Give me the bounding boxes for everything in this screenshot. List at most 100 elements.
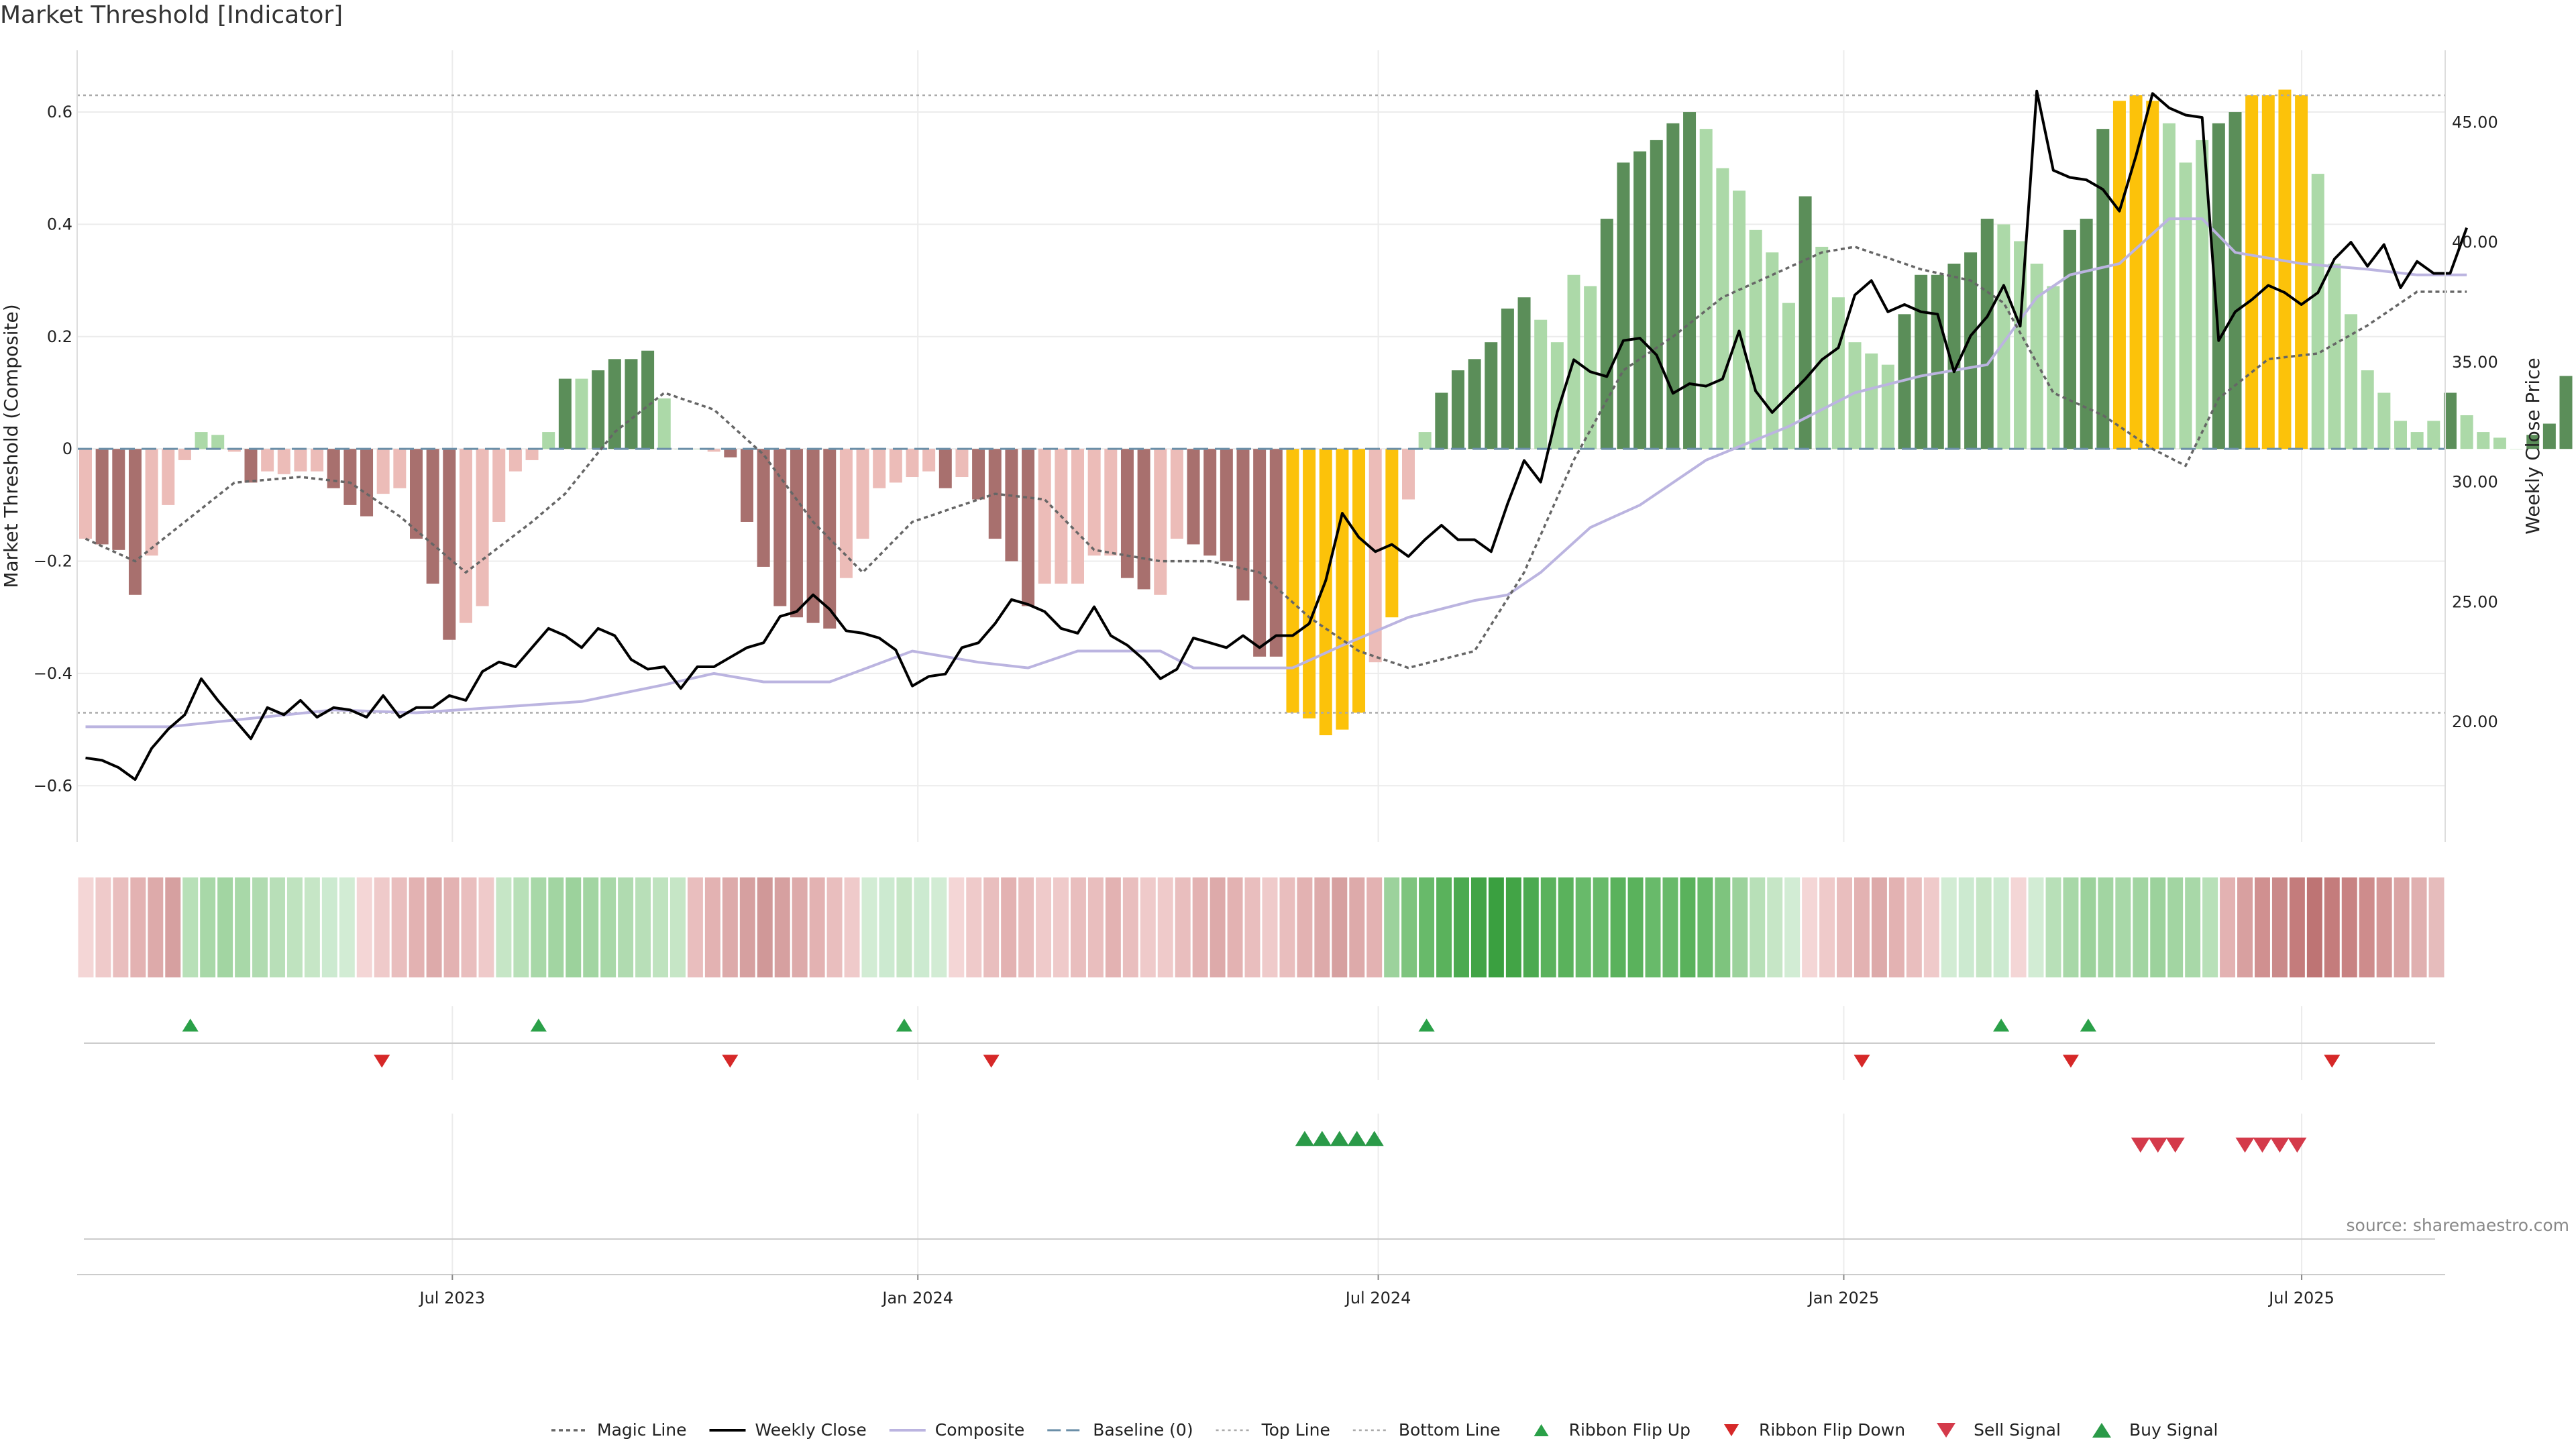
legend-label: Buy Signal — [2129, 1420, 2218, 1440]
composite-bar — [1038, 449, 1051, 584]
composite-bar — [1534, 319, 1548, 449]
ribbon-flip-up-marker — [182, 1018, 199, 1032]
composite-bar — [2394, 421, 2407, 449]
ribbon-cell — [1366, 877, 1383, 977]
composite-bar — [1881, 364, 1894, 449]
composite-bar — [575, 378, 588, 449]
composite-bar — [741, 449, 753, 522]
composite-bar — [1915, 274, 1928, 449]
composite-bar — [79, 449, 92, 539]
ribbon-cell — [2289, 877, 2305, 977]
composite-bar — [476, 449, 489, 606]
ribbon-cell — [148, 877, 164, 977]
signal-markers — [84, 1018, 2435, 1240]
composite-bar — [1749, 229, 1762, 449]
composite-bar — [2295, 95, 2308, 449]
composite-bar — [889, 449, 902, 483]
ribbon-cell — [1645, 877, 1661, 977]
ribbon-cell — [1732, 877, 1748, 977]
composite-bar — [839, 449, 853, 578]
y-tick-label: −0.4 — [34, 664, 72, 683]
composite-bar — [343, 449, 357, 505]
composite-bar — [724, 449, 737, 458]
ribbon-cell — [1192, 877, 1208, 977]
legend-item-bottom: Bottom Line — [1352, 1420, 1501, 1440]
composite-bar — [327, 449, 340, 488]
composite-bar — [1733, 191, 1746, 449]
composite-bar — [2460, 415, 2473, 449]
ribbon-cell — [2359, 877, 2375, 977]
ribbon-cell — [1018, 877, 1034, 977]
legend-swatch — [1534, 1424, 1549, 1436]
composite-bar — [2328, 264, 2341, 449]
ribbon-cell — [879, 877, 895, 977]
ribbon-cell — [2010, 877, 2027, 977]
composite-bar — [2542, 423, 2556, 449]
ribbon-cell — [1070, 877, 1086, 977]
composite-bar — [443, 449, 456, 640]
composite-bar — [2196, 140, 2209, 449]
ribbon-cell — [1140, 877, 1156, 977]
composite-bar — [1120, 449, 1134, 578]
composite-bar — [2493, 437, 2506, 449]
composite-bar — [906, 449, 919, 478]
x-tick-label: Jan 2024 — [881, 1289, 953, 1307]
composite-bar — [2229, 112, 2242, 449]
legend-label: Ribbon Flip Up — [1569, 1420, 1690, 1440]
ribbon-cell — [478, 877, 494, 977]
composite-bar — [1368, 449, 1382, 663]
ribbon-cell — [1157, 877, 1173, 977]
ribbon-cell — [1470, 877, 1487, 977]
composite-bar — [1964, 252, 1978, 449]
composite-bar — [1336, 449, 1349, 730]
ribbon-cell — [566, 877, 582, 977]
ribbon-cell — [1888, 877, 1904, 977]
ribbon-cell — [600, 877, 616, 977]
ribbon-cell — [2063, 877, 2079, 977]
ribbon-flip-up-marker — [530, 1018, 547, 1032]
ribbon-cell — [1558, 877, 1574, 977]
composite-bar — [1170, 449, 1183, 539]
ribbon-cell — [1488, 877, 1504, 977]
ribbon-cell — [2271, 877, 2288, 977]
composite-bar — [1303, 449, 1316, 718]
composite-bar — [856, 449, 869, 539]
composite-bar — [145, 449, 158, 556]
ribbon-cell — [1210, 877, 1226, 977]
composite-bar — [1104, 449, 1118, 556]
ribbon-cell — [496, 877, 512, 977]
y-tick-label: −0.6 — [34, 776, 72, 795]
sell-signal-marker — [2288, 1137, 2307, 1153]
composite-bar — [1435, 392, 1448, 449]
ribbon-cell — [1837, 877, 1852, 977]
legend-item-top: Top Line — [1216, 1420, 1330, 1440]
composite-bar — [2443, 392, 2457, 449]
y2-tick-label: 25.00 — [2452, 592, 2498, 611]
composite-bar — [773, 449, 787, 606]
buy-signal-marker — [1295, 1130, 1314, 1146]
ribbon-cell — [2376, 877, 2392, 977]
ribbon-cell — [200, 877, 216, 977]
ribbon-cell — [1297, 877, 1313, 977]
ribbon-cell — [687, 877, 703, 977]
source-note: source: sharemaestro.com — [2346, 1216, 2570, 1235]
ribbon-cell — [2202, 877, 2218, 977]
ribbon-cell — [931, 877, 947, 977]
ribbon-cell — [531, 877, 547, 977]
ribbon-cell — [2341, 877, 2357, 977]
composite-bar — [211, 435, 225, 449]
ribbon-cell — [443, 877, 460, 977]
composite-bar — [1947, 264, 1961, 449]
ribbon-cell — [2028, 877, 2044, 977]
y2-axis-label: Weekly Close Price — [2522, 358, 2544, 534]
y2-tick-label: 20.00 — [2452, 712, 2498, 731]
composite-bar — [938, 449, 952, 488]
composite-bar — [2410, 432, 2424, 449]
ribbon-cell — [1505, 877, 1521, 977]
ribbon-cell — [983, 877, 1000, 977]
composite-bar — [2245, 95, 2259, 449]
composite-bar — [1799, 196, 1812, 449]
composite-bar — [2129, 95, 2143, 449]
composite-bar — [2063, 229, 2076, 449]
ribbon-cell — [635, 877, 651, 977]
